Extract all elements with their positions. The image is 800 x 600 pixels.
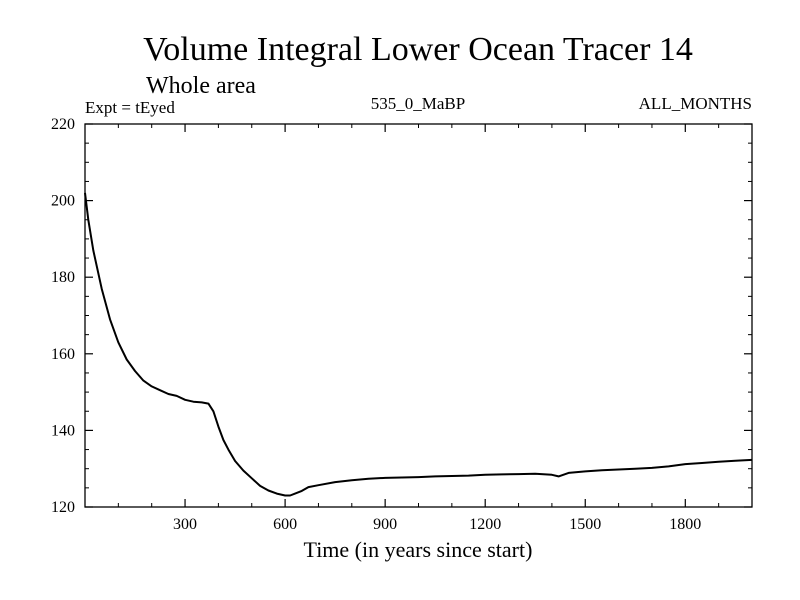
y-tick-label: 200	[51, 193, 75, 210]
x-tick-label: 1800	[669, 516, 701, 533]
y-tick-label: 220	[51, 116, 75, 133]
x-axis-ticks: 300 600 900 1200 1500 1800	[117, 124, 720, 533]
x-tick-label: 1500	[569, 516, 601, 533]
y-tick-label: 180	[51, 269, 75, 286]
chart-title: Volume Integral Lower Ocean Tracer 14	[143, 31, 693, 68]
plot-frame	[84, 123, 753, 508]
x-tick-label: 1200	[469, 516, 501, 533]
y-tick-label: 140	[51, 422, 75, 439]
y-tick-label: 160	[51, 346, 75, 363]
experiment-label: Expt = tEyed	[85, 98, 175, 117]
series-line	[84, 192, 753, 497]
x-tick-label: 300	[173, 516, 197, 533]
x-axis-label: Time (in years since start)	[304, 537, 533, 562]
run-label: 535_0_MaBP	[371, 94, 465, 113]
period-label: ALL_MONTHS	[639, 94, 752, 113]
y-axis-ticks: 120 140 160 180 200 220	[51, 116, 752, 516]
x-tick-label: 600	[273, 516, 297, 533]
chart-subtitle: Whole area	[146, 73, 256, 99]
y-tick-label: 120	[51, 499, 75, 516]
x-tick-label: 900	[373, 516, 397, 533]
